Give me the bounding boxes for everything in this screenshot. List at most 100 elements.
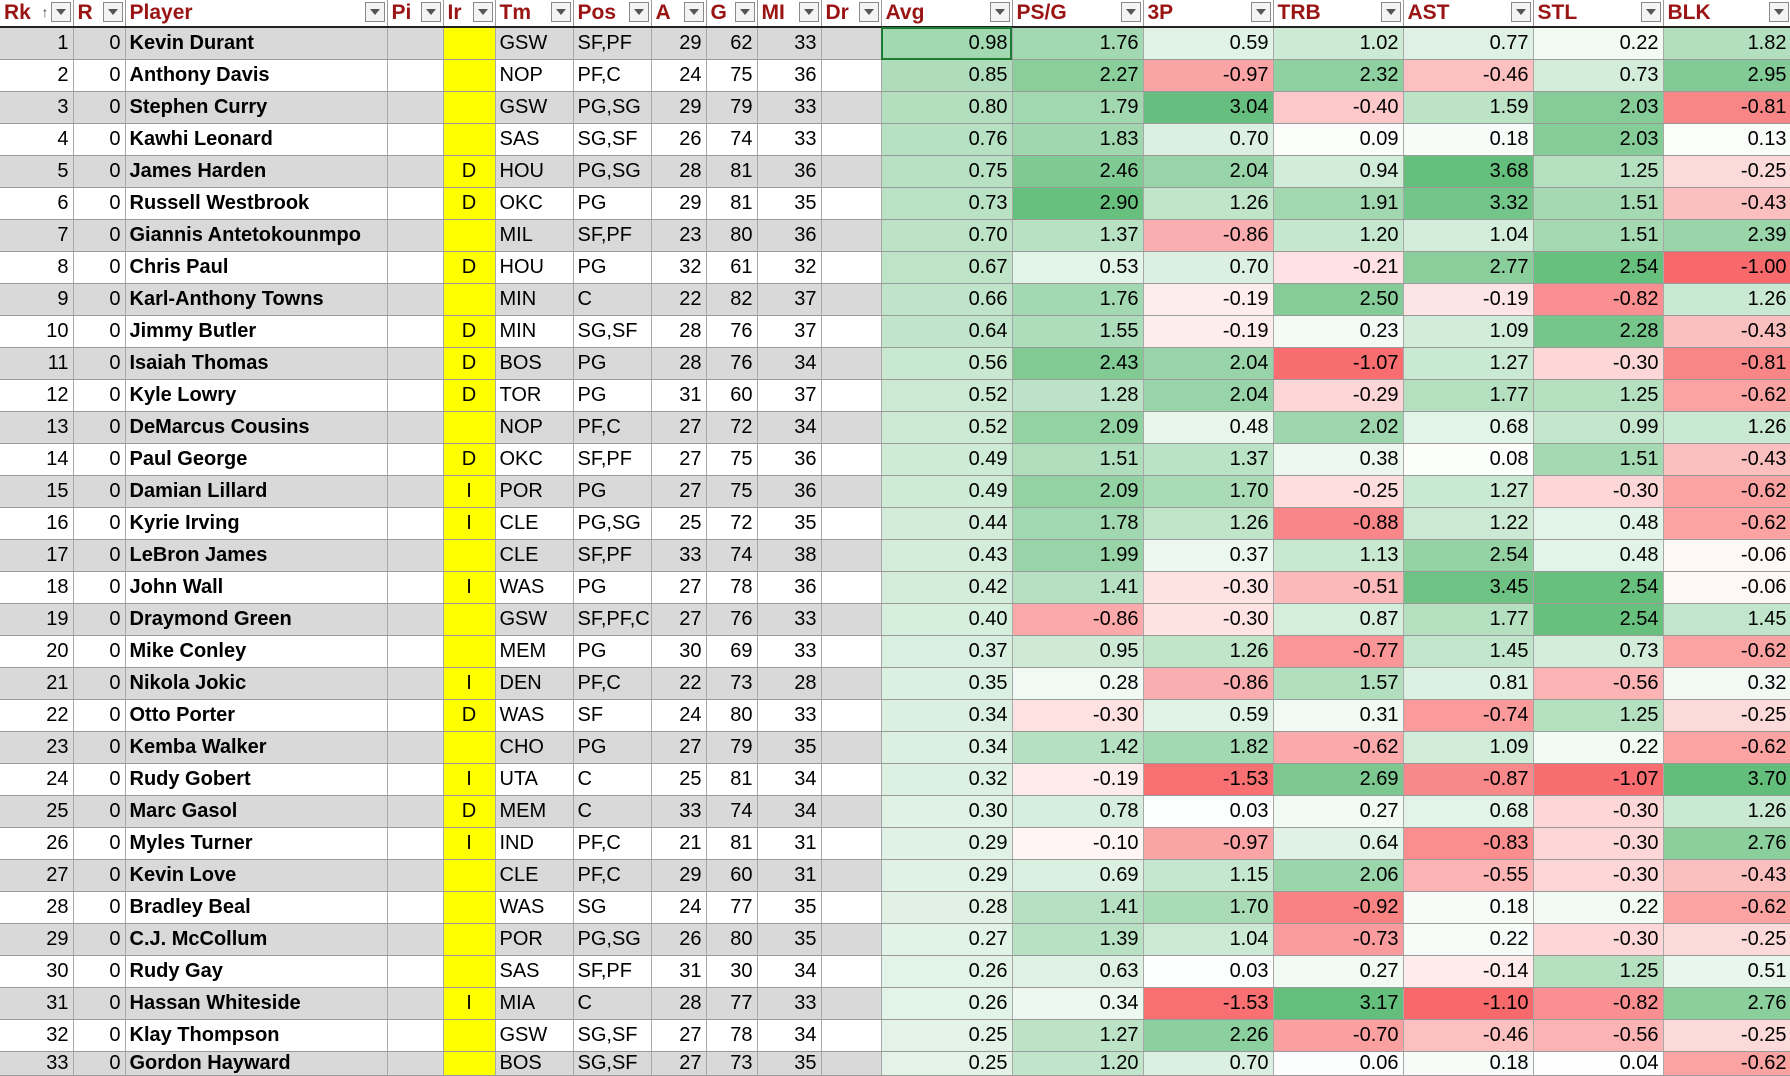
injury-status-cell[interactable]: I [443,507,496,540]
pi-cell[interactable] [387,987,444,1020]
column-header[interactable]: Player [125,0,388,28]
player-name-cell[interactable]: Rudy Gobert [125,763,388,796]
age-cell[interactable]: 24 [651,891,707,924]
blocks-cell[interactable]: -0.06 [1663,539,1790,572]
three-point-cell[interactable]: 1.70 [1143,475,1274,508]
games-cell[interactable]: 80 [706,923,758,956]
three-point-cell[interactable]: 0.59 [1143,27,1274,60]
age-cell[interactable]: 28 [651,155,707,188]
team-cell[interactable]: CLE [495,539,574,572]
player-name-cell[interactable]: Myles Turner [125,827,388,860]
position-cell[interactable]: C [573,987,652,1020]
three-point-cell[interactable]: -0.30 [1143,603,1274,636]
dr-cell[interactable] [821,955,882,988]
team-cell[interactable]: BOS [495,347,574,380]
minutes-cell[interactable]: 34 [757,1019,822,1052]
player-name-cell[interactable]: Russell Westbrook [125,187,388,220]
filter-dropdown-icon[interactable] [628,2,649,22]
steals-cell[interactable]: 2.54 [1533,251,1664,284]
three-point-cell[interactable]: 2.04 [1143,347,1274,380]
steals-cell[interactable]: -0.82 [1533,987,1664,1020]
injury-status-cell[interactable]: D [443,347,496,380]
table-row[interactable]: 3 0 Stephen Curry GSW PG,SG 29 79 33 0.80 1.79 3.0… [0,91,1790,124]
r-cell[interactable]: 0 [73,987,126,1020]
rebounds-cell[interactable]: -1.07 [1273,347,1404,380]
age-cell[interactable]: 28 [651,347,707,380]
ps-per-game-cell[interactable]: 1.83 [1012,123,1144,156]
three-point-cell[interactable]: 1.04 [1143,923,1274,956]
age-cell[interactable]: 29 [651,91,707,124]
dr-cell[interactable] [821,827,882,860]
games-cell[interactable]: 80 [706,219,758,252]
pi-cell[interactable] [387,251,444,284]
pi-cell[interactable] [387,539,444,572]
pi-cell[interactable] [387,955,444,988]
dr-cell[interactable] [821,507,882,540]
column-header[interactable]: 3P [1143,0,1274,28]
rank-cell[interactable]: 25 [0,795,74,828]
blocks-cell[interactable]: 0.32 [1663,667,1790,700]
injury-status-cell[interactable] [443,891,496,924]
pi-cell[interactable] [387,827,444,860]
r-cell[interactable]: 0 [73,475,126,508]
column-header[interactable]: BLK [1663,0,1790,28]
dr-cell[interactable] [821,155,882,188]
player-name-cell[interactable]: DeMarcus Cousins [125,411,388,444]
rebounds-cell[interactable]: 0.31 [1273,699,1404,732]
column-header[interactable]: MI [757,0,822,28]
dr-cell[interactable] [821,27,882,60]
position-cell[interactable]: SF,PF [573,443,652,476]
age-cell[interactable]: 28 [651,315,707,348]
table-row[interactable]: 15 0 Damian Lillard I POR PG 27 75 36 0.49 2.09 1.7… [0,475,1790,508]
assists-cell[interactable]: -0.46 [1403,59,1534,92]
assists-cell[interactable]: 1.27 [1403,347,1534,380]
r-cell[interactable]: 0 [73,827,126,860]
steals-cell[interactable]: 0.04 [1533,1051,1664,1076]
avg-cell[interactable]: 0.29 [881,859,1013,892]
table-row[interactable]: 23 0 Kemba Walker CHO PG 27 79 35 0.34 1.42 1.82 -0… [0,731,1790,764]
games-cell[interactable]: 78 [706,1019,758,1052]
avg-cell[interactable]: 0.80 [881,91,1013,124]
avg-cell[interactable]: 0.26 [881,955,1013,988]
dr-cell[interactable] [821,1051,882,1076]
games-cell[interactable]: 61 [706,251,758,284]
filter-dropdown-icon[interactable] [858,2,879,22]
r-cell[interactable]: 0 [73,379,126,412]
assists-cell[interactable]: -0.46 [1403,1019,1534,1052]
three-point-cell[interactable]: 1.26 [1143,187,1274,220]
r-cell[interactable]: 0 [73,603,126,636]
table-row[interactable]: 8 0 Chris Paul D HOU PG 32 61 32 0.67 0.53 0.70 -0.2… [0,251,1790,284]
pi-cell[interactable] [387,27,444,60]
dr-cell[interactable] [821,571,882,604]
pi-cell[interactable] [387,283,444,316]
avg-cell[interactable]: 0.26 [881,987,1013,1020]
r-cell[interactable]: 0 [73,251,126,284]
player-name-cell[interactable]: Mike Conley [125,635,388,668]
position-cell[interactable]: SG,SF [573,315,652,348]
r-cell[interactable]: 0 [73,283,126,316]
injury-status-cell[interactable]: D [443,187,496,220]
player-name-cell[interactable]: Giannis Antetokounmpo [125,219,388,252]
position-cell[interactable]: SF,PF [573,219,652,252]
minutes-cell[interactable]: 34 [757,411,822,444]
ps-per-game-cell[interactable]: 1.51 [1012,443,1144,476]
ps-per-game-cell[interactable]: 2.09 [1012,411,1144,444]
three-point-cell[interactable]: 1.26 [1143,635,1274,668]
team-cell[interactable]: MIN [495,283,574,316]
games-cell[interactable]: 74 [706,539,758,572]
games-cell[interactable]: 74 [706,795,758,828]
rebounds-cell[interactable]: 0.38 [1273,443,1404,476]
player-name-cell[interactable]: Draymond Green [125,603,388,636]
player-name-cell[interactable]: Klay Thompson [125,1019,388,1052]
table-row[interactable]: 24 0 Rudy Gobert I UTA C 25 81 34 0.32 -0.19 -1.53 2… [0,763,1790,796]
r-cell[interactable]: 0 [73,955,126,988]
dr-cell[interactable] [821,539,882,572]
avg-cell[interactable]: 0.30 [881,795,1013,828]
rank-cell[interactable]: 30 [0,955,74,988]
minutes-cell[interactable]: 33 [757,123,822,156]
r-cell[interactable]: 0 [73,635,126,668]
blocks-cell[interactable]: 0.13 [1663,123,1790,156]
r-cell[interactable]: 0 [73,411,126,444]
minutes-cell[interactable]: 36 [757,155,822,188]
avg-cell[interactable]: 0.37 [881,635,1013,668]
